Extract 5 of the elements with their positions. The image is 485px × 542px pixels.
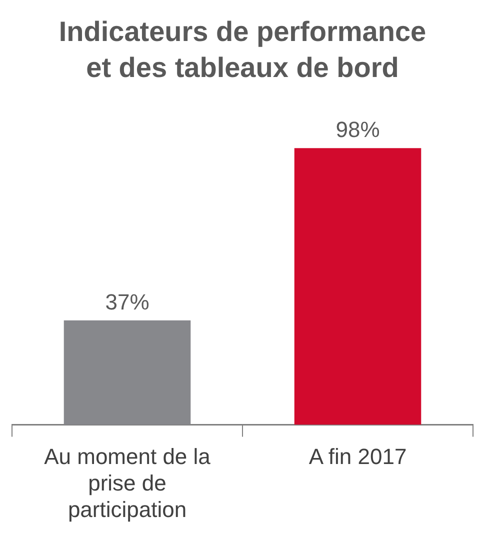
- data-label: 98%: [336, 117, 380, 142]
- chart-title: Indicateurs de performance et des tableaux de bord: [58, 15, 428, 85]
- data-label: 37%: [105, 289, 150, 314]
- x-tick-label: Au moment de la prise de participation: [44, 444, 212, 522]
- x-tick-label: A fin 2017: [308, 444, 407, 470]
